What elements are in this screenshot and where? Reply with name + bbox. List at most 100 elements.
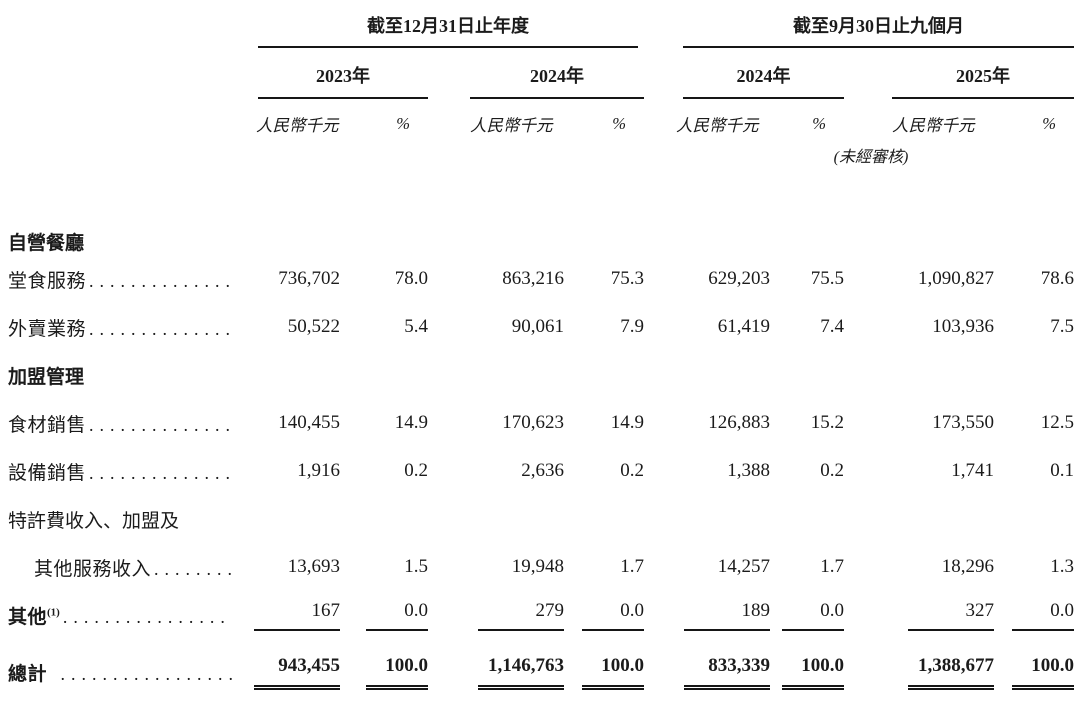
period-title-row: 截至12月31日止年度 截至9月30日止九個月: [8, 6, 1074, 48]
amount-cell: 1,741: [844, 447, 994, 495]
percent-cell: 7.5: [994, 303, 1074, 351]
cell-value: 1.7: [820, 556, 844, 577]
cell-value: 170,623: [502, 412, 564, 433]
cell-value: 833,339: [684, 655, 770, 690]
period-title-year-ended: 截至12月31日止年度: [258, 6, 638, 48]
year-row: 2023年 2024年 2024年 2025年: [8, 48, 1074, 99]
cell-value: 1,916: [297, 460, 340, 481]
dot-leader: ................: [62, 606, 231, 627]
cell-value: 14.9: [610, 412, 644, 433]
cell-value: 1.3: [1050, 556, 1074, 577]
cell-value: 0.1: [1050, 460, 1074, 481]
footnote-marker: (1): [47, 606, 60, 619]
percent-cell: 78.6: [994, 255, 1074, 303]
amount-cell: 943,455: [238, 639, 340, 705]
cell-value: 629,203: [708, 268, 770, 289]
dot-leader: .................: [50, 663, 238, 684]
label-column-header: [8, 6, 238, 48]
cell-value: 0.2: [820, 460, 844, 481]
cell-value: 7.4: [820, 316, 844, 337]
column-gap: [644, 6, 668, 48]
percent-cell: 78.0: [340, 255, 428, 303]
cell-value: 14,257: [717, 556, 770, 577]
percent-cell: 14.9: [340, 399, 428, 447]
unit-header-percent: %: [1042, 114, 1056, 133]
cell-value: 75.5: [810, 268, 844, 289]
cell-value: 100.0: [582, 655, 644, 690]
percent-cell: 14.9: [564, 399, 644, 447]
cell-value: 1,146,763: [478, 655, 564, 690]
cell-value: 173,550: [932, 412, 994, 433]
percent-cell: 0.2: [770, 447, 844, 495]
table-row-section: 加盟管理: [8, 351, 1074, 399]
dot-leader: ........: [154, 558, 238, 579]
table-row: 其他(1)................ 167 0.0 279 0.0 189 0.0 3…: [8, 591, 1074, 639]
column-gap: [644, 99, 668, 140]
table-row: 外賣業務.............. 50,522 5.4 90,061 7.9 61,4…: [8, 303, 1074, 351]
row-label-text: 堂食服務: [8, 270, 87, 292]
row-label: 食材銷售..............: [8, 399, 238, 447]
cell-value: 327: [908, 600, 994, 631]
cell-value: 1.5: [404, 556, 428, 577]
row-label: 其他(1)................: [8, 591, 238, 639]
amount-cell: 1,090,827: [844, 255, 994, 303]
amount-cell: 13,693: [238, 543, 340, 591]
row-label-text: 設備銷售: [8, 462, 87, 484]
amount-cell: 629,203: [668, 255, 770, 303]
year-2023: 2023年: [258, 48, 428, 99]
cell-value: 1,388: [727, 460, 770, 481]
cell-value: 78.0: [394, 268, 428, 289]
percent-cell: 100.0: [770, 639, 844, 705]
amount-cell: 279: [428, 591, 564, 639]
cell-value: 7.5: [1050, 316, 1074, 337]
period-title-nine-months: 截至9月30日止九個月: [683, 6, 1074, 48]
cell-value: 140,455: [278, 412, 340, 433]
dot-leader: ..............: [89, 414, 237, 435]
cell-value: 12.5: [1040, 412, 1074, 433]
unaudited-note-row: (未經審核): [8, 140, 1074, 170]
amount-cell: 50,522: [238, 303, 340, 351]
dot-leader: ..............: [89, 270, 237, 291]
cell-value: 19,948: [511, 556, 564, 577]
row-label: 堂食服務..............: [8, 255, 238, 303]
cell-value: 7.9: [620, 316, 644, 337]
amount-cell: 14,257: [668, 543, 770, 591]
column-gap: [644, 639, 668, 705]
row-label: 加盟管理: [8, 366, 85, 388]
amount-cell: 2,636: [428, 447, 564, 495]
row-label-text: 總計: [8, 663, 48, 685]
percent-cell: 75.3: [564, 255, 644, 303]
unit-header-percent: %: [812, 114, 826, 133]
percent-cell: 100.0: [994, 639, 1074, 705]
cell-value: 5.4: [404, 316, 428, 337]
year-2024-9m: 2024年: [683, 48, 844, 99]
cell-value: 1,741: [951, 460, 994, 481]
cell-value: 189: [684, 600, 770, 631]
cell-value: 100.0: [1012, 655, 1074, 690]
row-label-text: 其他: [8, 606, 48, 628]
cell-value: 50,522: [287, 316, 340, 337]
row-label: 外賣業務..............: [8, 303, 238, 351]
row-label-text: 其他服務收入: [34, 558, 152, 580]
amount-cell: 167: [238, 591, 340, 639]
amount-cell: 1,388,677: [844, 639, 994, 705]
unit-header-percent: %: [396, 114, 410, 133]
cell-value: 279: [478, 600, 564, 631]
cell-value: 1,090,827: [918, 268, 994, 289]
percent-cell: 12.5: [994, 399, 1074, 447]
cell-value: 13,693: [287, 556, 340, 577]
table-row: 食材銷售.............. 140,455 14.9 170,623 14.9…: [8, 399, 1074, 447]
cell-value: 167: [254, 600, 340, 631]
amount-cell: 126,883: [668, 399, 770, 447]
percent-cell: 100.0: [340, 639, 428, 705]
table-body: 自營餐廳 堂食服務.............. 736,702 78.0 863,216…: [8, 170, 1074, 705]
column-gap: [644, 399, 668, 447]
cell-value: 0.0: [782, 600, 844, 631]
cell-value: 736,702: [278, 268, 340, 289]
unit-header-percent: %: [612, 114, 626, 133]
amount-cell: 863,216: [428, 255, 564, 303]
row-label: 其他服務收入........: [8, 543, 238, 591]
amount-cell: 170,623: [428, 399, 564, 447]
cell-value: 78.6: [1040, 268, 1074, 289]
column-gap: [644, 543, 668, 591]
